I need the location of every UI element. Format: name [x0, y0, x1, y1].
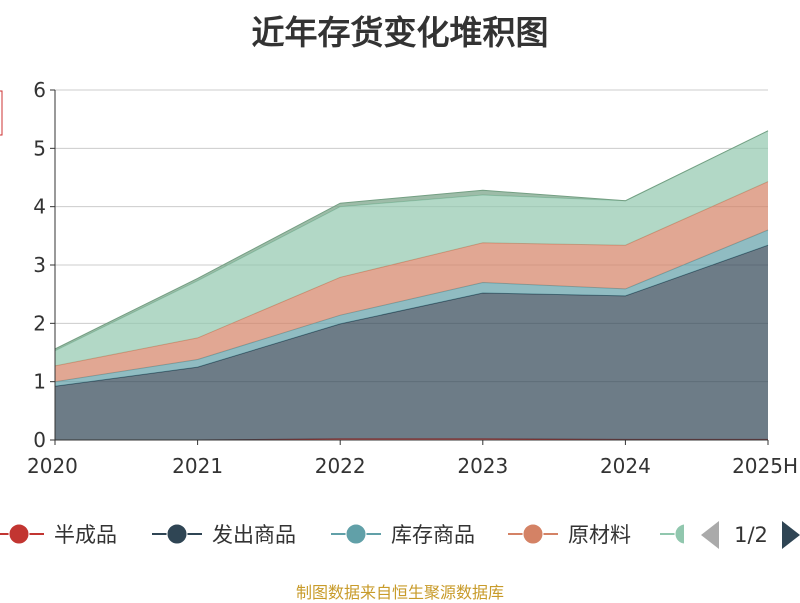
area-series-1: [55, 245, 768, 440]
axes: 0 1 2 3 4 5 6 2020 2021 2022 2023 2024 2025H: [27, 78, 798, 478]
y-tick-label: 1: [33, 370, 46, 394]
legend-marker-icon: [345, 523, 367, 545]
legend-item[interactable]: 库存商品: [331, 523, 475, 547]
area-series-3: [55, 181, 768, 382]
legend-label: 库存商品: [391, 523, 475, 547]
legend-label: 半成品: [54, 523, 117, 547]
area-series-2: [55, 230, 768, 387]
x-tick-label: 2025H: [732, 454, 798, 478]
y-tick-label: 6: [33, 78, 46, 102]
stacked-areas: [54, 130, 769, 441]
legend-page-indicator: 1/2: [734, 523, 768, 547]
area-series-4: [55, 130, 768, 366]
legend-next-page-icon[interactable]: [782, 521, 800, 549]
y-tick-label: 3: [33, 253, 46, 277]
x-tick-label: 2024: [600, 454, 651, 478]
legend-marker-icon: [166, 523, 188, 545]
y-tick-label: 5: [33, 136, 46, 160]
area-line-5: [54, 130, 769, 350]
legend-prev-page-icon[interactable]: [701, 521, 719, 549]
legend-marker-icon: [522, 523, 544, 545]
x-tick-label: 2021: [172, 454, 223, 478]
y-tick-label: 0: [33, 428, 46, 452]
legend-marker-icon: [8, 523, 30, 545]
chart-title: 近年存货变化堆积图: [251, 13, 549, 52]
legend: 半成品 发出商品 库存商品 原材料 1/2: [0, 512, 800, 556]
x-tick-label: 2022: [315, 454, 366, 478]
legend-item[interactable]: 半成品: [0, 523, 117, 547]
legend-item[interactable]: 发出商品: [152, 523, 296, 547]
x-tick-label: 2023: [457, 454, 508, 478]
legend-label: 发出商品: [212, 523, 296, 547]
y-axis-title: [0, 90, 3, 136]
y-tick-label: 4: [33, 195, 46, 219]
x-tick-label: 2020: [27, 454, 78, 478]
source-note: 制图数据来自恒生聚源数据库: [295, 583, 504, 602]
y-tick-label: 2: [33, 311, 46, 335]
legend-label: 原材料: [568, 523, 631, 547]
legend-item[interactable]: 原材料: [508, 523, 631, 547]
